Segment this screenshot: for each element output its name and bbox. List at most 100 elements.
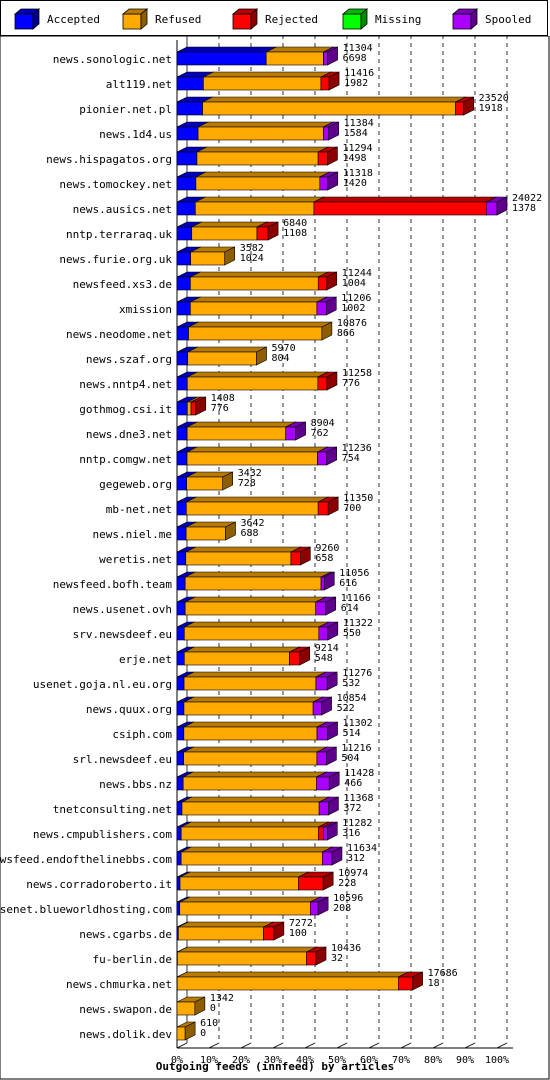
bar-segment-rejected [455,96,474,116]
bar-segment-refused [191,221,268,241]
total-label: 11384 [344,118,374,129]
category-label: newsfeed.xs3.de [73,278,172,291]
bar-segment-refused [176,996,206,1016]
tick-mark [464,1042,476,1049]
category-label: news.nntp4.net [79,378,172,391]
category-label: news.usenet.ovh [73,603,172,616]
x-tick-label: 50% [328,1055,346,1066]
bar-segment-refused [184,571,332,591]
bar-chart: news.sonologic.net alt119.net pionier.net.… [0,36,550,1080]
bar-row [176,796,339,816]
bar-segment-spooled [322,821,338,841]
x-tick-label: 0% [171,1055,183,1066]
bar-segment-refused [203,71,332,91]
bar-segment-rejected [317,496,339,516]
total-label: 610 [200,1018,218,1029]
accepted-label: 866 [337,328,355,339]
bar-row [176,496,339,516]
bar-segment-rejected [190,396,207,416]
legend-label-refused: Refused [155,13,202,26]
bar-row [176,946,327,966]
accepted-label: 1108 [283,228,307,239]
accepted-label: 1378 [512,203,536,214]
legend: Accepted Refused Rejected Missing Spoole… [0,0,548,36]
bar-row [176,221,279,241]
category-label: news.swapon.de [79,1003,172,1016]
total-label: 8904 [311,418,335,429]
total-label: 3432 [238,468,262,479]
total-label: 10974 [338,868,368,879]
legend-label-missing: Missing [375,13,422,26]
bar-segment-spooled [486,196,508,216]
bar-segment-refused [183,696,324,716]
bar-segment-refused [188,321,333,341]
bar-row [176,196,508,216]
category-label: news.corradoroberto.it [26,878,172,891]
category-label: news.quux.org [86,703,172,716]
category-label: news.neodome.net [66,328,172,341]
bar-segment-refused [186,421,297,441]
total-label: 10436 [331,943,361,954]
bar-row [176,721,338,741]
bar-segment-refused [185,546,302,566]
bar-row [176,746,337,766]
category-label: newsfeed.endofthelinebbs.com [0,853,172,866]
bar-segment-refused [186,471,234,491]
legend-item-refused: Refused [121,1,221,37]
tick-mark [336,1042,348,1049]
category-label: gegeweb.org [99,478,172,491]
category-label: csiph.com [112,728,172,741]
category-label: pionier.net.pl [79,103,172,116]
bar-segment-rejected [313,196,497,216]
category-label: news.cmpublishers.com [33,828,172,841]
category-labels: news.sonologic.net alt119.net pionier.net.… [0,53,172,1041]
x-tick-label: 30% [264,1055,282,1066]
accepted-label: 316 [342,828,360,839]
bar-segment-refused [196,146,329,166]
bar-segment-spooled [316,771,340,791]
bar-segment-refused [195,196,325,216]
bar-row [176,971,423,991]
accepted-label: 776 [342,378,360,389]
bar-row [176,246,236,266]
bar-segment-refused [187,346,267,366]
total-label: 10854 [337,693,367,704]
bars [176,46,508,1041]
bar-row [176,371,338,391]
bar-segment-spooled [316,721,338,741]
bar-segment-rejected [256,221,279,241]
x-tick-label: 90% [456,1055,474,1066]
bar-segment-rejected [317,271,338,291]
bar-row [176,671,338,691]
bar-segment-refused [179,896,321,916]
tick-mark [208,1042,220,1049]
category-label: news.szaf.org [86,353,172,366]
accepted-label: 776 [211,403,229,414]
bar-row [176,921,285,941]
accepted-label: 312 [347,853,365,864]
category-label: usenet.blueworldhosting.com [0,903,172,916]
bar-segment-spooled [316,746,337,766]
total-label: 11056 [339,568,369,579]
bar-row [176,96,474,116]
tick-mark [400,1042,412,1049]
bar-segment-refused [177,946,317,966]
accepted-label: 466 [344,778,362,789]
total-label: 1342 [210,993,234,1004]
total-label: 11322 [343,618,373,629]
category-label: news.dne3.net [86,428,172,441]
category-label: mb-net.net [106,503,172,516]
bar-segment-accepted [176,46,277,66]
bar-segment-rejected [320,71,340,91]
bar-segment-refused [178,921,274,941]
total-label: 11634 [347,843,377,854]
bar-row [176,421,306,441]
category-label: usenet.goja.nl.eu.org [33,678,172,691]
bar-row [176,646,311,666]
category-label: tnetconsulting.net [53,803,172,816]
total-label: 3582 [240,243,264,254]
bar-segment-refused [183,721,328,741]
legend-swatch-accepted [13,8,41,30]
bar-row [176,1021,196,1041]
category-label: news.furie.org.uk [59,253,172,266]
